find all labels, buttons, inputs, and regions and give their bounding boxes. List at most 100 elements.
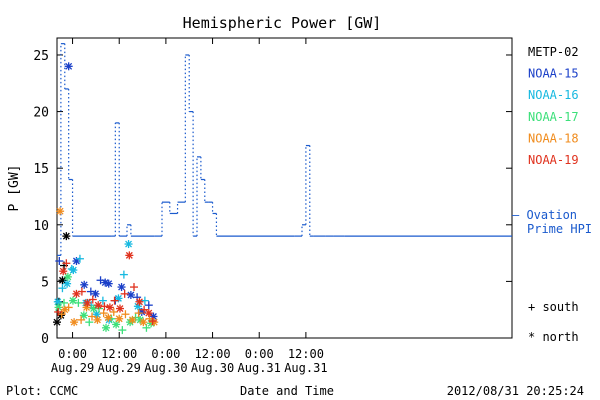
south-point [110, 296, 119, 305]
y-tick-label: 25 [33, 49, 49, 64]
y-tick-label: 5 [41, 275, 49, 290]
south-point [58, 284, 67, 293]
north-point [54, 303, 63, 312]
north-point [105, 303, 114, 312]
north-point [104, 279, 113, 288]
x-tick-date: Aug.29 [98, 361, 141, 375]
north-point [56, 311, 65, 320]
south-point [100, 302, 109, 311]
y-axis: 0 5 10 15 20 25 [33, 49, 512, 347]
x-axis-label: Date and Time [240, 384, 334, 398]
north-point [116, 304, 124, 313]
north-point [83, 298, 92, 307]
south-point [64, 303, 73, 312]
x-tick-date: Aug.31 [284, 361, 327, 375]
north-point [135, 297, 144, 306]
south-symbol-key: + south [528, 300, 579, 314]
y-tick-label: 15 [33, 162, 49, 177]
north-point [93, 315, 102, 324]
x-tick-time: 12:00 [194, 347, 230, 361]
north-point [69, 266, 78, 275]
north-symbol-key: * north [528, 330, 579, 344]
south-point [88, 295, 97, 304]
south-point [88, 312, 96, 321]
x-tick-date: Aug.31 [238, 361, 281, 375]
north-point [104, 313, 113, 322]
north-point [125, 251, 134, 260]
north-point [63, 279, 72, 288]
south-point [85, 318, 94, 327]
south-point [118, 326, 127, 335]
south-point [134, 309, 143, 318]
north-point [70, 318, 79, 327]
south-point [77, 315, 86, 324]
north-point [115, 314, 124, 323]
y-axis-label: P [GW] [7, 165, 22, 212]
south-point [109, 307, 118, 316]
south-point [148, 317, 157, 326]
south-point [144, 301, 153, 310]
north-point [56, 207, 65, 216]
north-point [53, 318, 61, 327]
plot-source: Plot: CCMC [6, 384, 78, 398]
south-point [60, 298, 68, 307]
legend-entry: NOAA-15 [528, 67, 579, 81]
south-point [140, 305, 149, 314]
north-point [82, 303, 91, 312]
south-point [120, 289, 129, 298]
north-point [150, 318, 159, 327]
ovation-legend-line1: — Ovation [512, 208, 577, 222]
north-point [126, 290, 135, 299]
north-point [102, 323, 110, 332]
x-tick-time: 12:00 [288, 347, 324, 361]
south-point [130, 283, 138, 292]
chart-title: Hemispheric Power [GW] [183, 14, 382, 32]
plot-frame [56, 37, 513, 339]
x-axis: 0:00Aug.2912:00Aug.290:00Aug.3012:00Aug.… [51, 38, 328, 375]
ovation-hpi-line [57, 43, 512, 256]
x-tick-time: 12:00 [101, 347, 137, 361]
north-point [62, 232, 71, 241]
south-point [142, 323, 151, 332]
north-point [94, 301, 103, 310]
north-point [128, 315, 137, 324]
south-point [119, 270, 128, 279]
north-point [63, 272, 72, 281]
south-point [77, 287, 86, 296]
x-tick-date: Aug.29 [51, 361, 94, 375]
satellite-points [53, 62, 159, 335]
plot-timestamp: 2012/08/31 20:25:24 [447, 384, 584, 398]
south-point [55, 257, 64, 266]
legend-entry: NOAA-18 [528, 131, 579, 145]
south-point [62, 259, 71, 268]
south-point [99, 309, 108, 318]
north-point [139, 318, 148, 327]
north-point [64, 62, 73, 71]
north-point [72, 289, 81, 298]
legend-entry: NOAA-16 [528, 88, 579, 102]
south-point [54, 307, 63, 316]
south-point [75, 254, 84, 263]
legend-entry: NOAA-19 [528, 153, 579, 167]
north-point [91, 289, 100, 298]
y-tick-label: 20 [33, 106, 49, 121]
north-point [124, 240, 133, 249]
legend: METP-02 NOAA-15 NOAA-16 NOAA-17 NOAA-18 NOAA-… [512, 45, 592, 344]
north-point [144, 309, 153, 318]
north-point [112, 320, 121, 329]
south-point [121, 310, 130, 319]
x-tick-time: 0:00 [245, 347, 274, 361]
north-point [58, 276, 67, 285]
x-tick-date: Aug.30 [191, 361, 234, 375]
south-point [74, 298, 83, 307]
north-point [80, 280, 89, 289]
south-point [140, 296, 149, 305]
north-point [117, 283, 126, 292]
ovation-legend-line2: Prime HPI [527, 222, 592, 236]
north-point [79, 311, 88, 320]
x-tick-time: 0:00 [151, 347, 180, 361]
x-tick-time: 0:00 [58, 347, 87, 361]
legend-entry: NOAA-17 [528, 110, 579, 124]
y-tick-label: 10 [33, 219, 49, 234]
legend-entry: METP-02 [528, 45, 579, 59]
